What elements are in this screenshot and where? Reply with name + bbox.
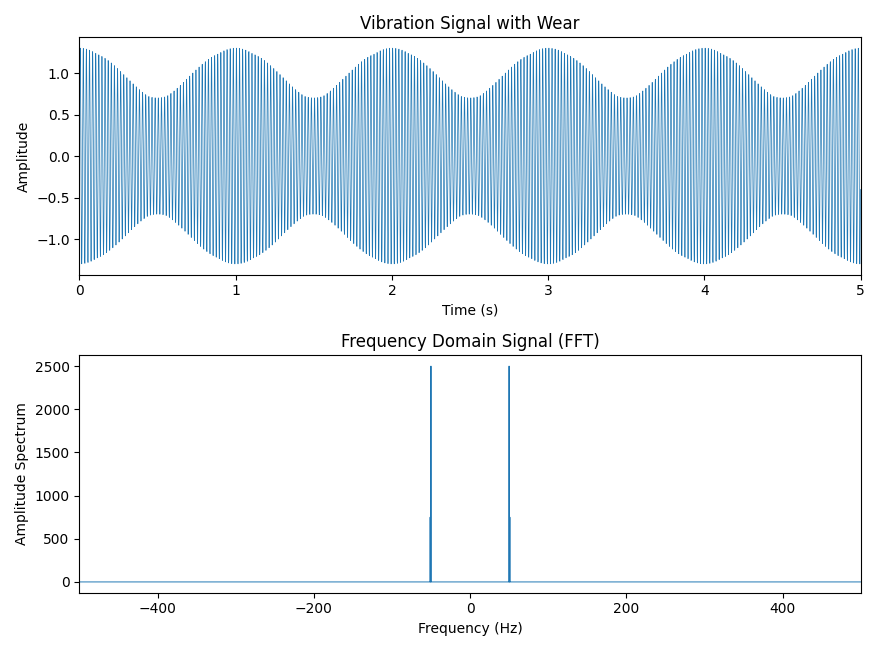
X-axis label: Frequency (Hz): Frequency (Hz) — [418, 622, 523, 636]
X-axis label: Time (s): Time (s) — [442, 304, 498, 318]
Y-axis label: Amplitude: Amplitude — [17, 120, 31, 191]
Title: Frequency Domain Signal (FFT): Frequency Domain Signal (FFT) — [341, 333, 599, 351]
Y-axis label: Amplitude Spectrum: Amplitude Spectrum — [15, 402, 29, 546]
Title: Vibration Signal with Wear: Vibration Signal with Wear — [360, 15, 580, 33]
